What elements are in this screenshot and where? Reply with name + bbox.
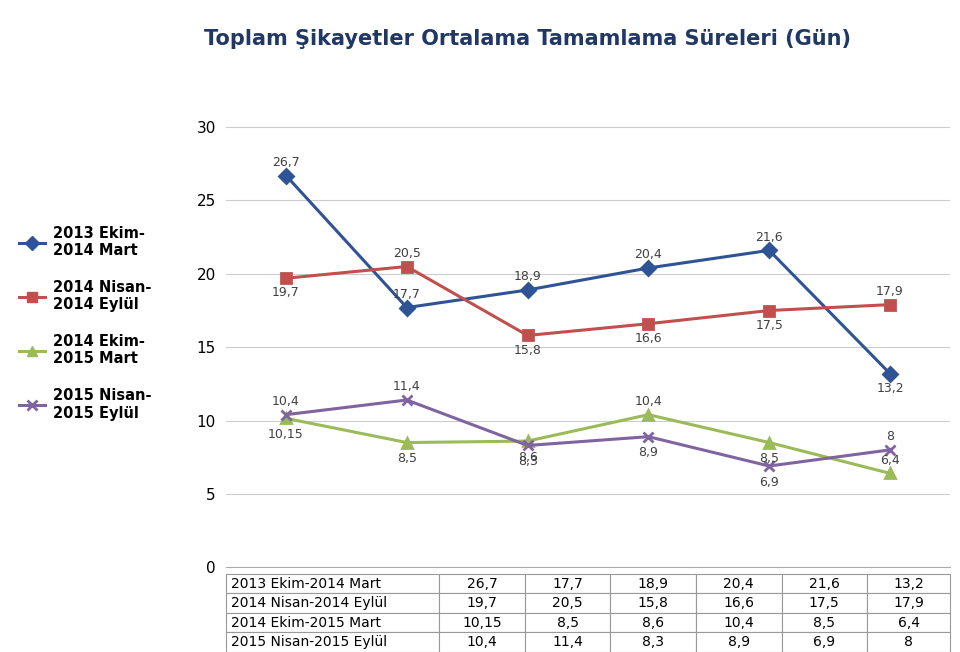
Text: 8,5: 8,5 — [759, 452, 780, 465]
Bar — [525, 593, 611, 613]
Text: 17,5: 17,5 — [809, 596, 840, 610]
Bar — [440, 593, 525, 613]
Text: Toplam Şikayetler Ortalama Tamamlama Süreleri (Gün): Toplam Şikayetler Ortalama Tamamlama Sür… — [204, 29, 852, 50]
Bar — [696, 632, 781, 652]
Text: 8,6: 8,6 — [642, 615, 664, 630]
Text: 8: 8 — [904, 635, 913, 649]
Text: 8,9: 8,9 — [638, 447, 659, 459]
Text: 2015 Nisan-2015 Eylül: 2015 Nisan-2015 Eylül — [231, 635, 388, 649]
Text: 16,6: 16,6 — [723, 596, 755, 610]
Bar — [781, 632, 867, 652]
Bar — [611, 632, 696, 652]
Text: 8,9: 8,9 — [728, 635, 750, 649]
Text: 20,4: 20,4 — [635, 248, 662, 261]
Text: 10,4: 10,4 — [272, 395, 300, 408]
Text: 10,4: 10,4 — [635, 395, 662, 408]
Text: 21,6: 21,6 — [809, 576, 840, 591]
Bar — [226, 593, 440, 613]
Text: 10,15: 10,15 — [268, 428, 304, 441]
Text: 19,7: 19,7 — [467, 596, 497, 610]
Bar — [440, 574, 525, 593]
Text: 8,3: 8,3 — [642, 635, 664, 649]
Text: 2014 Ekim-2015 Mart: 2014 Ekim-2015 Mart — [231, 615, 381, 630]
Text: 17,7: 17,7 — [552, 576, 583, 591]
Text: 13,2: 13,2 — [894, 576, 924, 591]
Text: 11,4: 11,4 — [393, 380, 420, 393]
Text: 16,6: 16,6 — [635, 332, 662, 345]
Text: 6,9: 6,9 — [813, 635, 835, 649]
Text: 8,5: 8,5 — [813, 615, 835, 630]
Text: 8,6: 8,6 — [517, 451, 538, 464]
Bar — [696, 574, 781, 593]
Bar — [696, 613, 781, 632]
Bar — [226, 613, 440, 632]
Bar — [440, 632, 525, 652]
Text: 6,4: 6,4 — [898, 615, 920, 630]
Text: 20,4: 20,4 — [724, 576, 754, 591]
Bar — [781, 593, 867, 613]
Bar — [226, 632, 440, 652]
Text: 20,5: 20,5 — [552, 596, 583, 610]
Text: 20,5: 20,5 — [393, 247, 420, 259]
Bar — [867, 593, 950, 613]
Text: 8,3: 8,3 — [517, 455, 538, 468]
Text: 18,9: 18,9 — [637, 576, 669, 591]
Text: 2013 Ekim-2014 Mart: 2013 Ekim-2014 Mart — [231, 576, 381, 591]
Text: 26,7: 26,7 — [467, 576, 497, 591]
Bar — [525, 632, 611, 652]
Text: 17,9: 17,9 — [876, 285, 904, 298]
Bar — [226, 574, 440, 593]
Bar — [611, 613, 696, 632]
Text: 2014 Nisan-2014 Eylül: 2014 Nisan-2014 Eylül — [231, 596, 388, 610]
Text: 8,5: 8,5 — [396, 452, 417, 465]
Text: 17,5: 17,5 — [756, 319, 783, 332]
Bar — [867, 574, 950, 593]
Text: 8: 8 — [886, 430, 894, 443]
Text: 26,7: 26,7 — [272, 156, 300, 169]
Legend: 2013 Ekim-
2014 Mart, 2014 Nisan-
2014 Eylül, 2014 Ekim-
2015 Mart, 2015 Nisan-
: 2013 Ekim- 2014 Mart, 2014 Nisan- 2014 E… — [19, 226, 151, 421]
Text: 17,9: 17,9 — [894, 596, 924, 610]
Bar — [867, 632, 950, 652]
Bar — [696, 593, 781, 613]
Text: 15,8: 15,8 — [637, 596, 669, 610]
Bar — [440, 613, 525, 632]
Text: 17,7: 17,7 — [393, 288, 420, 301]
Text: 18,9: 18,9 — [514, 271, 541, 283]
Text: 21,6: 21,6 — [756, 231, 783, 244]
Bar — [525, 613, 611, 632]
Text: 19,7: 19,7 — [272, 286, 300, 299]
Bar — [781, 574, 867, 593]
Bar — [525, 574, 611, 593]
Text: 6,9: 6,9 — [759, 476, 780, 488]
Text: 10,4: 10,4 — [467, 635, 497, 649]
Text: 15,8: 15,8 — [514, 344, 541, 357]
Text: 10,15: 10,15 — [463, 615, 502, 630]
Text: 8,5: 8,5 — [557, 615, 579, 630]
Text: 11,4: 11,4 — [552, 635, 583, 649]
Bar — [611, 574, 696, 593]
Bar — [611, 593, 696, 613]
Bar — [781, 613, 867, 632]
Text: 13,2: 13,2 — [876, 382, 903, 394]
Text: 10,4: 10,4 — [724, 615, 755, 630]
Text: 6,4: 6,4 — [880, 454, 900, 467]
Bar — [867, 613, 950, 632]
